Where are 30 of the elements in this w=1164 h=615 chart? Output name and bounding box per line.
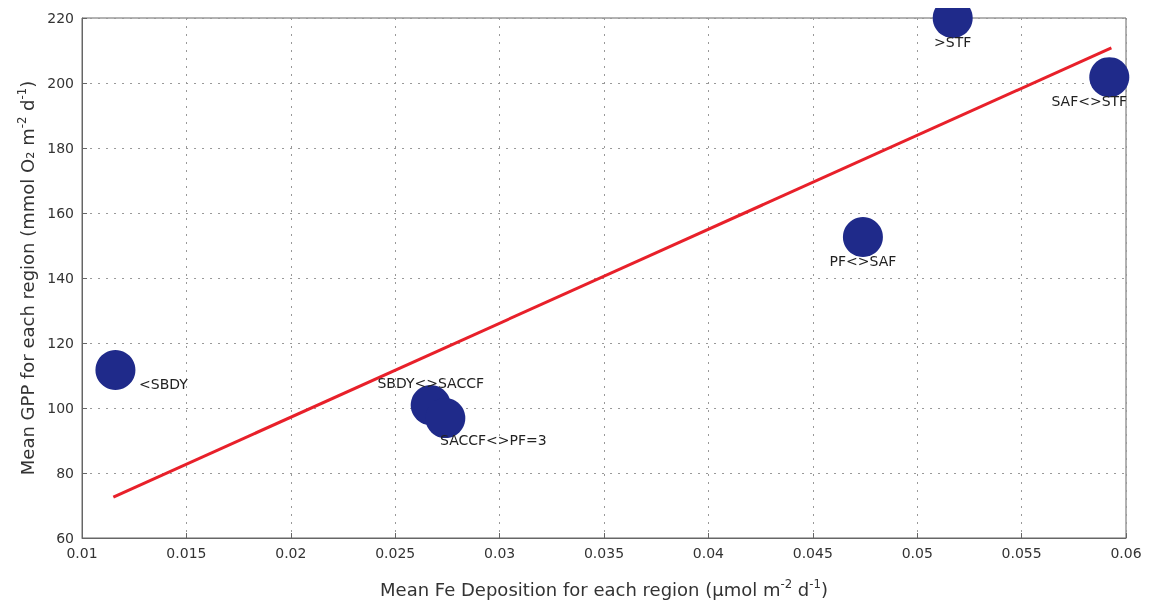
y-tick-label: 180 bbox=[47, 140, 75, 156]
y-tick-label: 120 bbox=[47, 335, 75, 351]
y-tick-label: 60 bbox=[56, 530, 75, 546]
y-tick-label: 80 bbox=[56, 465, 75, 481]
x-tick-label: 0.04 bbox=[692, 545, 725, 561]
x-tick-label: 0.025 bbox=[375, 545, 416, 561]
x-tick-label: 0.01 bbox=[66, 545, 98, 561]
y-tick-label: 200 bbox=[47, 75, 75, 91]
x-tick-label: 0.06 bbox=[1110, 545, 1142, 561]
point bbox=[95, 349, 136, 390]
annotation: PF<>SAF bbox=[829, 253, 897, 270]
y-tick-label: 220 bbox=[47, 10, 75, 26]
x-tick-label: 0.02 bbox=[275, 545, 307, 561]
y-axis-title: Mean GPP for each region (mmol O₂ m-2 d-1) bbox=[15, 80, 38, 476]
x-tick-label: 0.055 bbox=[1001, 545, 1042, 561]
y-tick-label: 100 bbox=[47, 400, 75, 416]
annotation: SAF<>STF bbox=[1051, 93, 1128, 110]
x-tick-label: 0.015 bbox=[166, 545, 207, 561]
x-tick-label: 0.05 bbox=[901, 545, 933, 561]
point bbox=[1089, 57, 1130, 98]
annotation: >STF bbox=[934, 34, 972, 50]
y-tick-label: 160 bbox=[47, 205, 75, 221]
x-tick-label: 0.045 bbox=[792, 545, 833, 561]
x-tick-label: 0.03 bbox=[484, 545, 516, 561]
annotation: SACCF<>PF=3 bbox=[439, 432, 547, 449]
y-tick-label: 140 bbox=[47, 270, 75, 286]
x-tick-label: 0.035 bbox=[583, 545, 625, 561]
annotation: SBDY<>SACCF bbox=[377, 375, 485, 392]
point bbox=[842, 217, 883, 258]
annotation: <SBDY bbox=[139, 375, 189, 392]
